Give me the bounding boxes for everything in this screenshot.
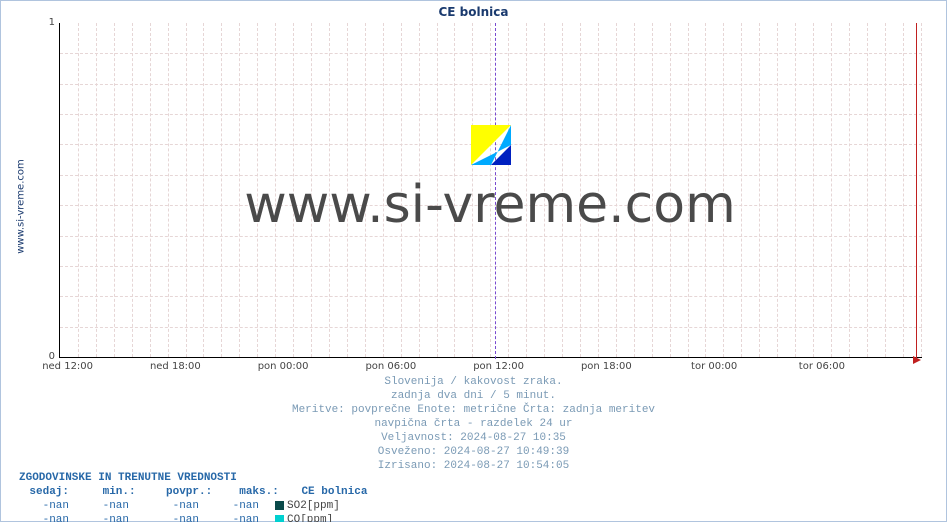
gridline-h bbox=[60, 114, 922, 115]
table-title: ZGODOVINSKE IN TRENUTNE VREDNOSTI bbox=[19, 471, 401, 485]
x-tick-label: ned 18:00 bbox=[145, 361, 205, 372]
gridline-h bbox=[60, 53, 922, 54]
cell-sedaj: -nan bbox=[19, 499, 69, 513]
col-min: min.: bbox=[76, 485, 136, 499]
meta-line: navpična črta - razdelek 24 ur bbox=[1, 417, 946, 431]
col-povpr: povpr.: bbox=[142, 485, 212, 499]
meta-line: Osveženo: 2024-08-27 10:49:39 bbox=[1, 445, 946, 459]
meta-line: Slovenija / kakovost zraka. bbox=[1, 375, 946, 389]
x-tick-label: tor 00:00 bbox=[684, 361, 744, 372]
meta-line: Meritve: povprečne Enote: metrične Črta:… bbox=[1, 403, 946, 417]
cell-maks: -nan bbox=[199, 499, 259, 513]
param-label: SO2[ppm] bbox=[287, 500, 340, 512]
x-tick-label: tor 06:00 bbox=[792, 361, 852, 372]
y-tick-label: 1 bbox=[43, 17, 55, 28]
x-tick-label: pon 18:00 bbox=[576, 361, 636, 372]
series-swatch bbox=[275, 515, 284, 522]
x-tick-label: pon 06:00 bbox=[361, 361, 421, 372]
cell-sedaj: -nan bbox=[19, 513, 69, 522]
gridline-h bbox=[60, 236, 922, 237]
cell-param: CO[ppm] bbox=[259, 513, 375, 522]
watermark-text: www.si-vreme.com bbox=[59, 175, 921, 235]
chart-container: www.si-vreme.com CE bolnica www.si-vreme… bbox=[0, 0, 947, 522]
cell-min: -nan bbox=[69, 513, 129, 522]
gridline-h bbox=[60, 266, 922, 267]
values-table: ZGODOVINSKE IN TRENUTNE VREDNOSTI sedaj:… bbox=[19, 471, 401, 522]
param-label: CO[ppm] bbox=[287, 514, 333, 522]
metadata-block: Slovenija / kakovost zraka. zadnja dva d… bbox=[1, 375, 946, 473]
meta-line: zadnja dva dni / 5 minut. bbox=[1, 389, 946, 403]
y-axis-label: www.si-vreme.com bbox=[16, 147, 27, 267]
gridline-h bbox=[60, 327, 922, 328]
x-tick-label: pon 12:00 bbox=[469, 361, 529, 372]
series-swatch bbox=[275, 501, 284, 510]
gridline-h bbox=[60, 84, 922, 85]
gridline-h bbox=[60, 296, 922, 297]
table-header-row: sedaj: min.: povpr.: maks.: CE bolnica bbox=[19, 485, 401, 499]
table-row: -nan-nan-nan-nanSO2[ppm] bbox=[19, 499, 401, 513]
cell-povpr: -nan bbox=[129, 513, 199, 522]
x-tick-label: pon 00:00 bbox=[253, 361, 313, 372]
x-tick-label: ned 12:00 bbox=[38, 361, 98, 372]
cell-param: SO2[ppm] bbox=[259, 499, 375, 513]
cell-maks: -nan bbox=[199, 513, 259, 522]
cell-povpr: -nan bbox=[129, 499, 199, 513]
table-row: -nan-nan-nan-nanCO[ppm] bbox=[19, 513, 401, 522]
col-sedaj: sedaj: bbox=[19, 485, 69, 499]
col-maks: maks.: bbox=[219, 485, 279, 499]
cell-min: -nan bbox=[69, 499, 129, 513]
meta-line: Veljavnost: 2024-08-27 10:35 bbox=[1, 431, 946, 445]
chart-title: CE bolnica bbox=[1, 5, 946, 19]
col-station: CE bolnica bbox=[285, 485, 401, 499]
watermark-icon bbox=[471, 125, 511, 165]
